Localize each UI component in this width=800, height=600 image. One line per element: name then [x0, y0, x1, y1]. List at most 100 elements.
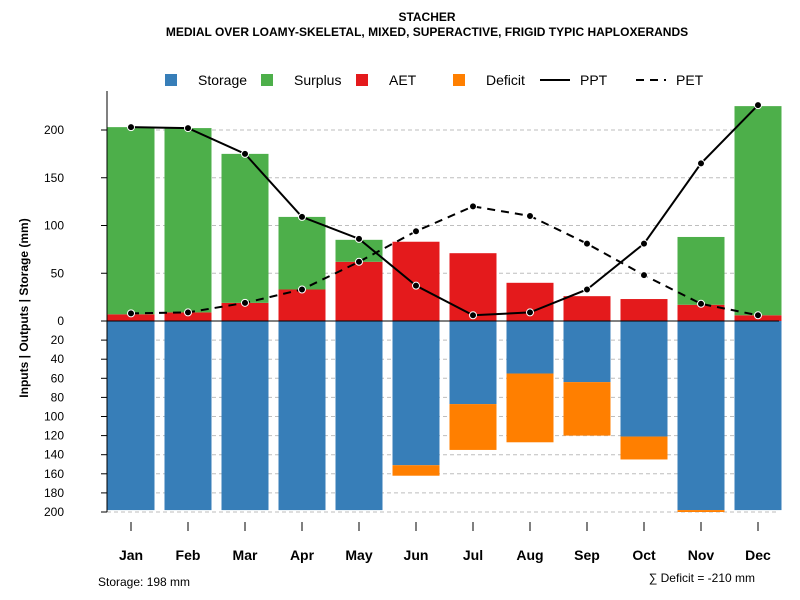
x-tick-label-apr: Apr [290, 547, 315, 563]
ppt-point-may [355, 234, 363, 243]
chart-title: STACHER [398, 10, 455, 24]
y-tick-label-upper-150: 150 [44, 171, 64, 185]
chart-subtitle: MEDIAL OVER LOAMY-SKELETAL, MIXED, SUPER… [166, 25, 688, 39]
surplus-bar-mar [221, 153, 269, 303]
x-tick-label-jun: Jun [404, 547, 429, 563]
x-tick-label-sep: Sep [574, 547, 600, 563]
x-tick-label-dec: Dec [745, 547, 771, 563]
pet-point-feb [184, 308, 192, 317]
legend-swatch-aet [356, 74, 368, 86]
y-tick-label-lower-60: 60 [51, 371, 65, 385]
aet-bar-may [335, 261, 383, 321]
aet-bar-jun [392, 241, 440, 321]
pet-point-jul [469, 202, 477, 211]
aet-bar-feb [164, 312, 212, 321]
x-tick-label-feb: Feb [176, 547, 201, 563]
storage-bar-apr [278, 321, 326, 511]
surplus-bar-may [335, 239, 383, 262]
storage-bar-jun [392, 321, 440, 466]
legend-label-pet: PET [676, 72, 704, 88]
pet-point-may [355, 257, 363, 266]
storage-bar-nov [677, 321, 725, 511]
legend-swatch-deficit [453, 74, 465, 86]
storage-bar-dec [734, 321, 782, 511]
y-tick-label-upper-50: 50 [51, 266, 65, 280]
x-tick-label-may: May [345, 547, 372, 563]
ppt-point-sep [583, 285, 591, 294]
ppt-point-jun [412, 281, 420, 290]
y-tick-label-lower-180: 180 [44, 486, 64, 500]
legend-swatch-surplus [261, 74, 273, 86]
storage-bar-mar [221, 321, 269, 511]
x-tick-label-nov: Nov [688, 547, 715, 563]
surplus-bar-apr [278, 216, 326, 290]
ppt-line [130, 104, 759, 317]
legend-label-surplus: Surplus [294, 72, 341, 88]
y-tick-label-lower-160: 160 [44, 467, 64, 481]
y-tick-label-upper-100: 100 [44, 219, 64, 233]
ppt-point-oct [640, 239, 648, 248]
storage-bar-feb [164, 321, 212, 511]
y-tick-label-lower-140: 140 [44, 448, 64, 462]
pet-point-jun [412, 227, 420, 236]
y-tick-label-lower-200: 200 [44, 505, 64, 519]
surplus-bar-jan [107, 127, 155, 315]
aet-bar-mar [221, 302, 269, 321]
surplus-bar-dec [734, 106, 782, 316]
legend: Storage Surplus AET Deficit PPT PET [165, 72, 704, 88]
ppt-point-jan [127, 123, 135, 132]
pet-point-apr [298, 285, 306, 294]
y-tick-label-upper-200: 200 [44, 123, 64, 137]
aet-bar-sep [563, 296, 611, 321]
ppt-point-nov [697, 159, 705, 168]
y-tick-label-lower-40: 40 [51, 352, 65, 366]
pet-point-dec [754, 311, 762, 320]
lines [127, 101, 762, 320]
aet-bar-oct [620, 299, 668, 321]
deficit-bar-nov [677, 510, 725, 512]
aet-bar-nov [677, 304, 725, 321]
y-axis-label: Inputs | Outputs | Storage (mm) [17, 218, 31, 397]
axes: 0 50 100 150 200 20 40 60 80 100 120 140 160 180 200 Ja… [44, 91, 779, 563]
legend-swatch-storage [165, 74, 177, 86]
storage-bar-may [335, 321, 383, 511]
legend-label-ppt: PPT [580, 72, 608, 88]
storage-bar-jul [449, 321, 497, 405]
y-tick-label-upper-0: 0 [57, 314, 64, 328]
ppt-point-dec [754, 101, 762, 110]
surplus-bar-feb [164, 128, 212, 313]
ppt-point-feb [184, 124, 192, 133]
y-tick-label-lower-120: 120 [44, 429, 64, 443]
ppt-point-apr [298, 212, 306, 221]
deficit-bar-oct [620, 436, 668, 460]
aet-bar-jan [107, 314, 155, 321]
deficit-bar-jun [392, 465, 440, 476]
ppt-point-aug [526, 308, 534, 317]
ppt-point-mar [241, 149, 249, 158]
storage-bar-aug [506, 321, 554, 374]
deficit-bar-sep [563, 382, 611, 436]
pet-point-mar [241, 298, 249, 307]
surplus-bar-nov [677, 236, 725, 305]
storage-bar-sep [563, 321, 611, 383]
x-tick-label-jan: Jan [119, 547, 143, 563]
pet-point-aug [526, 211, 534, 220]
x-tick-label-mar: Mar [233, 547, 258, 563]
storage-bar-oct [620, 321, 668, 437]
aet-bar-jul [449, 253, 497, 321]
legend-label-deficit: Deficit [486, 72, 525, 88]
pet-point-oct [640, 271, 648, 280]
deficit-bar-aug [506, 373, 554, 443]
x-tick-label-jul: Jul [463, 547, 483, 563]
y-tick-label-lower-80: 80 [51, 390, 65, 404]
bars [107, 106, 782, 512]
aet-bar-apr [278, 289, 326, 321]
x-tick-label-oct: Oct [632, 547, 656, 563]
legend-label-storage: Storage [198, 72, 247, 88]
y-tick-label-lower-20: 20 [51, 333, 65, 347]
storage-bar-jan [107, 321, 155, 511]
legend-label-aet: AET [389, 72, 417, 88]
y-tick-label-lower-100: 100 [44, 410, 64, 424]
pet-point-nov [697, 299, 705, 308]
